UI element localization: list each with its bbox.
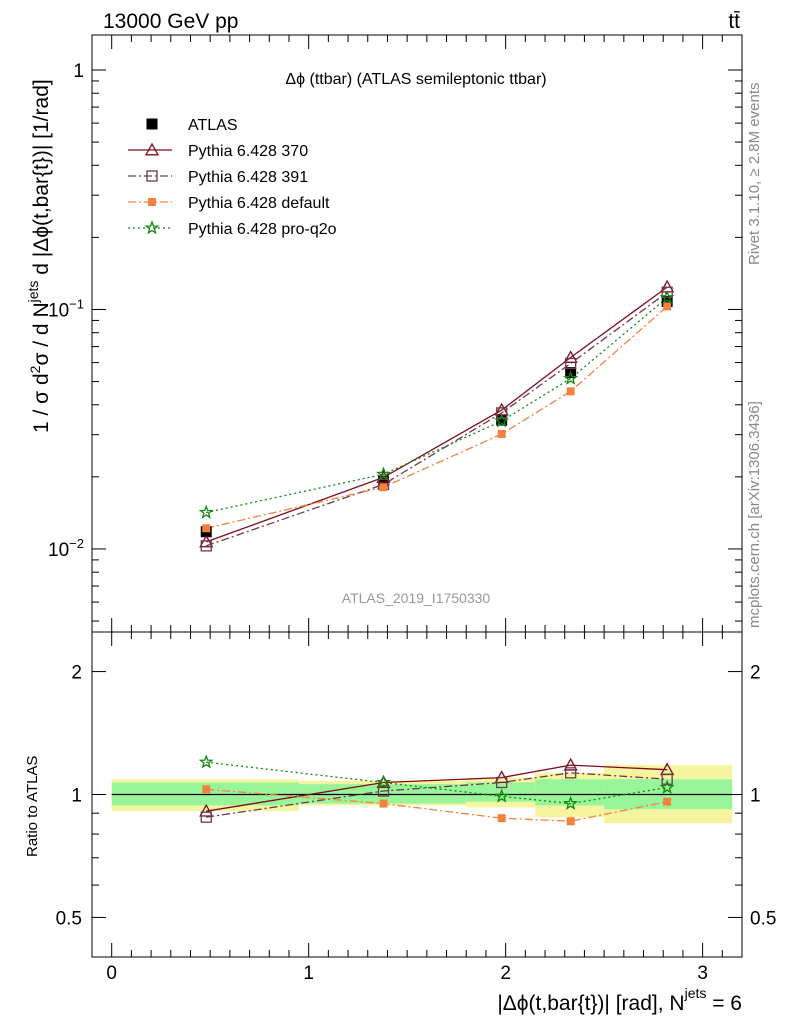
legend-label-atlas: ATLAS: [188, 117, 238, 134]
ratio-point-p391: [564, 767, 577, 779]
ratio-point-pq2o: [198, 754, 214, 769]
legend-marker-pdefault: [148, 198, 156, 206]
ratio-axes: 0.5 0.5 1 1 2 2 0 1 2 3: [56, 632, 776, 984]
legend-label-p370: Pythia 6.428 370: [188, 143, 308, 160]
y-tick-label: 10−1: [48, 296, 84, 321]
x-tick-label: 0: [106, 963, 117, 984]
y-tick-label: 1: [73, 61, 84, 82]
ratio-y-tick-label-right: 1: [750, 786, 761, 807]
main-marks: [198, 279, 675, 552]
data-point-pdefault: [663, 302, 672, 311]
data-point-pq2o: [659, 289, 675, 305]
data-point-pdefault: [566, 387, 575, 396]
ratio-panel: 0.5 0.5 1 1 2 2 0 1 2 3 Ratio to ATLAS |Δϕ(t,bar{…: [24, 631, 776, 1015]
ratio-y-tick-label: 2: [71, 663, 82, 684]
legend-label-pdefault: Pythia 6.428 default: [188, 195, 330, 212]
data-point-pq2o: [563, 370, 579, 385]
x-tick-label: 2: [500, 963, 511, 984]
ratio-y-tick-label: 1: [71, 786, 82, 807]
data-point-atlas: [661, 295, 673, 307]
main-axes: 10−2 10−1 1: [48, 35, 742, 632]
ratio-y-tick-label: 0.5: [56, 908, 82, 929]
ratio-point-pdefault: [663, 797, 672, 806]
series-line-pdefault: [206, 305, 668, 529]
legend-marker-pq2o: [144, 220, 160, 235]
data-point-atlas: [378, 475, 390, 487]
legend-marker-p370: [144, 142, 160, 156]
x-tick-label: 3: [697, 963, 708, 984]
data-point-pq2o: [494, 413, 510, 428]
series-line-pq2o: [206, 297, 668, 514]
ratio-point-pdefault: [497, 814, 506, 823]
rivet-label: Rivet 3.1.10, ≥ 2.8M events: [746, 83, 763, 266]
ratio-point-pdefault: [379, 799, 388, 808]
data-point-p370: [563, 350, 578, 363]
data-point-pq2o: [198, 504, 214, 519]
ratio-point-p391: [377, 785, 390, 797]
series-line-p370: [205, 286, 668, 543]
data-point-p391: [661, 286, 673, 298]
data-point-atlas: [496, 414, 508, 426]
legend: ATLAS Pythia 6.428 370 Pythia 6.428 391 Pyt…: [128, 117, 337, 238]
ratio-point-p391: [200, 811, 212, 823]
ratio-point-pq2o: [494, 788, 510, 803]
ratio-line-pdefault: [206, 788, 668, 822]
y-tick-label: 10−2: [48, 536, 84, 561]
collision-label: 13000 GeV pp: [103, 10, 238, 33]
ratio-point-pdefault: [566, 817, 575, 826]
ratio-y-axis-label: Ratio to ATLAS: [24, 756, 41, 857]
data-point-pq2o: [376, 466, 392, 481]
data-point-p391: [200, 540, 212, 552]
legend-marker-atlas: [146, 118, 158, 130]
main-y-axis-label: 1 / σ d2σ / d Njets d |Δϕ(t,bar{t})| [1/…: [25, 79, 53, 433]
legend-label-p391: Pythia 6.428 391: [188, 169, 308, 186]
ratio-line-p391: [206, 772, 668, 818]
data-point-pdefault: [497, 430, 506, 439]
ratio-point-pq2o: [659, 779, 675, 794]
legend-marker-p391: [146, 170, 158, 182]
mcplots-label: mcplots.cern.ch [arXiv:1306.3436]: [746, 401, 763, 628]
data-point-pdefault: [379, 483, 388, 492]
x-axis-label: |Δϕ(t,bar{t})| [rad], Njets = 6: [497, 985, 742, 1015]
ratio-point-p370: [199, 803, 214, 817]
ratio-point-pq2o: [376, 774, 392, 789]
data-point-p391: [564, 357, 577, 370]
data-point-p391: [496, 407, 508, 419]
ratio-marks: [111, 754, 733, 826]
data-point-pdefault: [202, 524, 211, 533]
main-title: Δϕ (ttbar) (ATLAS semileptonic ttbar): [285, 71, 546, 88]
ratio-point-pdefault: [202, 785, 211, 794]
x-tick-label: 1: [303, 963, 314, 984]
ratio-point-p391: [661, 773, 673, 785]
process-label: tt̄: [728, 10, 740, 33]
series-line-p391: [205, 291, 668, 547]
main-panel: 10−2 10−1 1 Δϕ (ttbar) (ATLAS semileptonic…: [25, 34, 743, 633]
ratio-point-p370: [563, 757, 578, 771]
ratio-point-pq2o: [563, 795, 579, 810]
ratio-y-tick-label-right: 2: [750, 663, 761, 684]
legend-label-pq2o: Pythia 6.428 pro-q2o: [188, 221, 337, 238]
ratio-point-p391: [496, 776, 508, 789]
analysis-watermark: ATLAS_2019_I1750330: [342, 590, 491, 606]
ratio-y-tick-label-right: 0.5: [750, 908, 776, 929]
